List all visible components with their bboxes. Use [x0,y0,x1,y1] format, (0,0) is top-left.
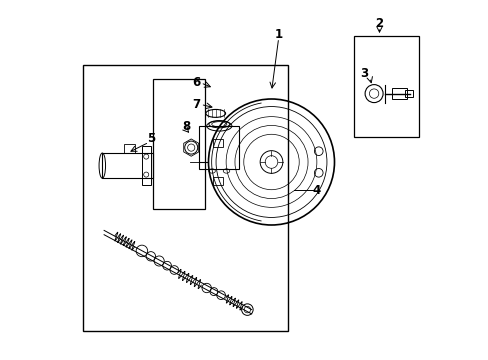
Bar [212,176,223,185]
Bar [404,90,412,97]
Text: 1: 1 [274,28,282,41]
Text: 6: 6 [191,76,200,89]
Bar [123,144,134,153]
Text: 3: 3 [360,67,367,80]
Bar [82,65,287,331]
Bar [199,126,239,169]
Bar [391,88,406,99]
Text: 2: 2 [375,17,383,30]
Bar [152,79,204,209]
Bar [354,36,418,137]
Text: 7: 7 [191,98,200,111]
Bar [212,139,223,148]
Text: 8: 8 [182,120,190,133]
Text: 4: 4 [312,184,320,197]
Text: 5: 5 [146,132,155,145]
Bar [142,146,151,185]
Bar [102,153,152,178]
